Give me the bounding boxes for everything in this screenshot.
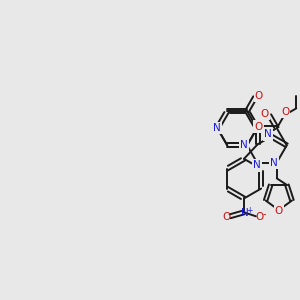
Text: O: O xyxy=(256,212,264,222)
Text: -: - xyxy=(262,209,266,219)
Text: N: N xyxy=(264,130,272,140)
Text: N: N xyxy=(241,208,249,218)
Text: O: O xyxy=(281,107,290,117)
Text: N: N xyxy=(240,140,248,150)
Text: O: O xyxy=(255,91,263,101)
Text: N: N xyxy=(253,160,261,170)
Text: N: N xyxy=(270,158,278,167)
Text: O: O xyxy=(254,122,263,131)
Text: O: O xyxy=(260,109,268,119)
Text: N: N xyxy=(214,123,221,133)
Text: +: + xyxy=(246,206,252,215)
Text: O: O xyxy=(275,206,283,216)
Text: O: O xyxy=(222,212,230,222)
